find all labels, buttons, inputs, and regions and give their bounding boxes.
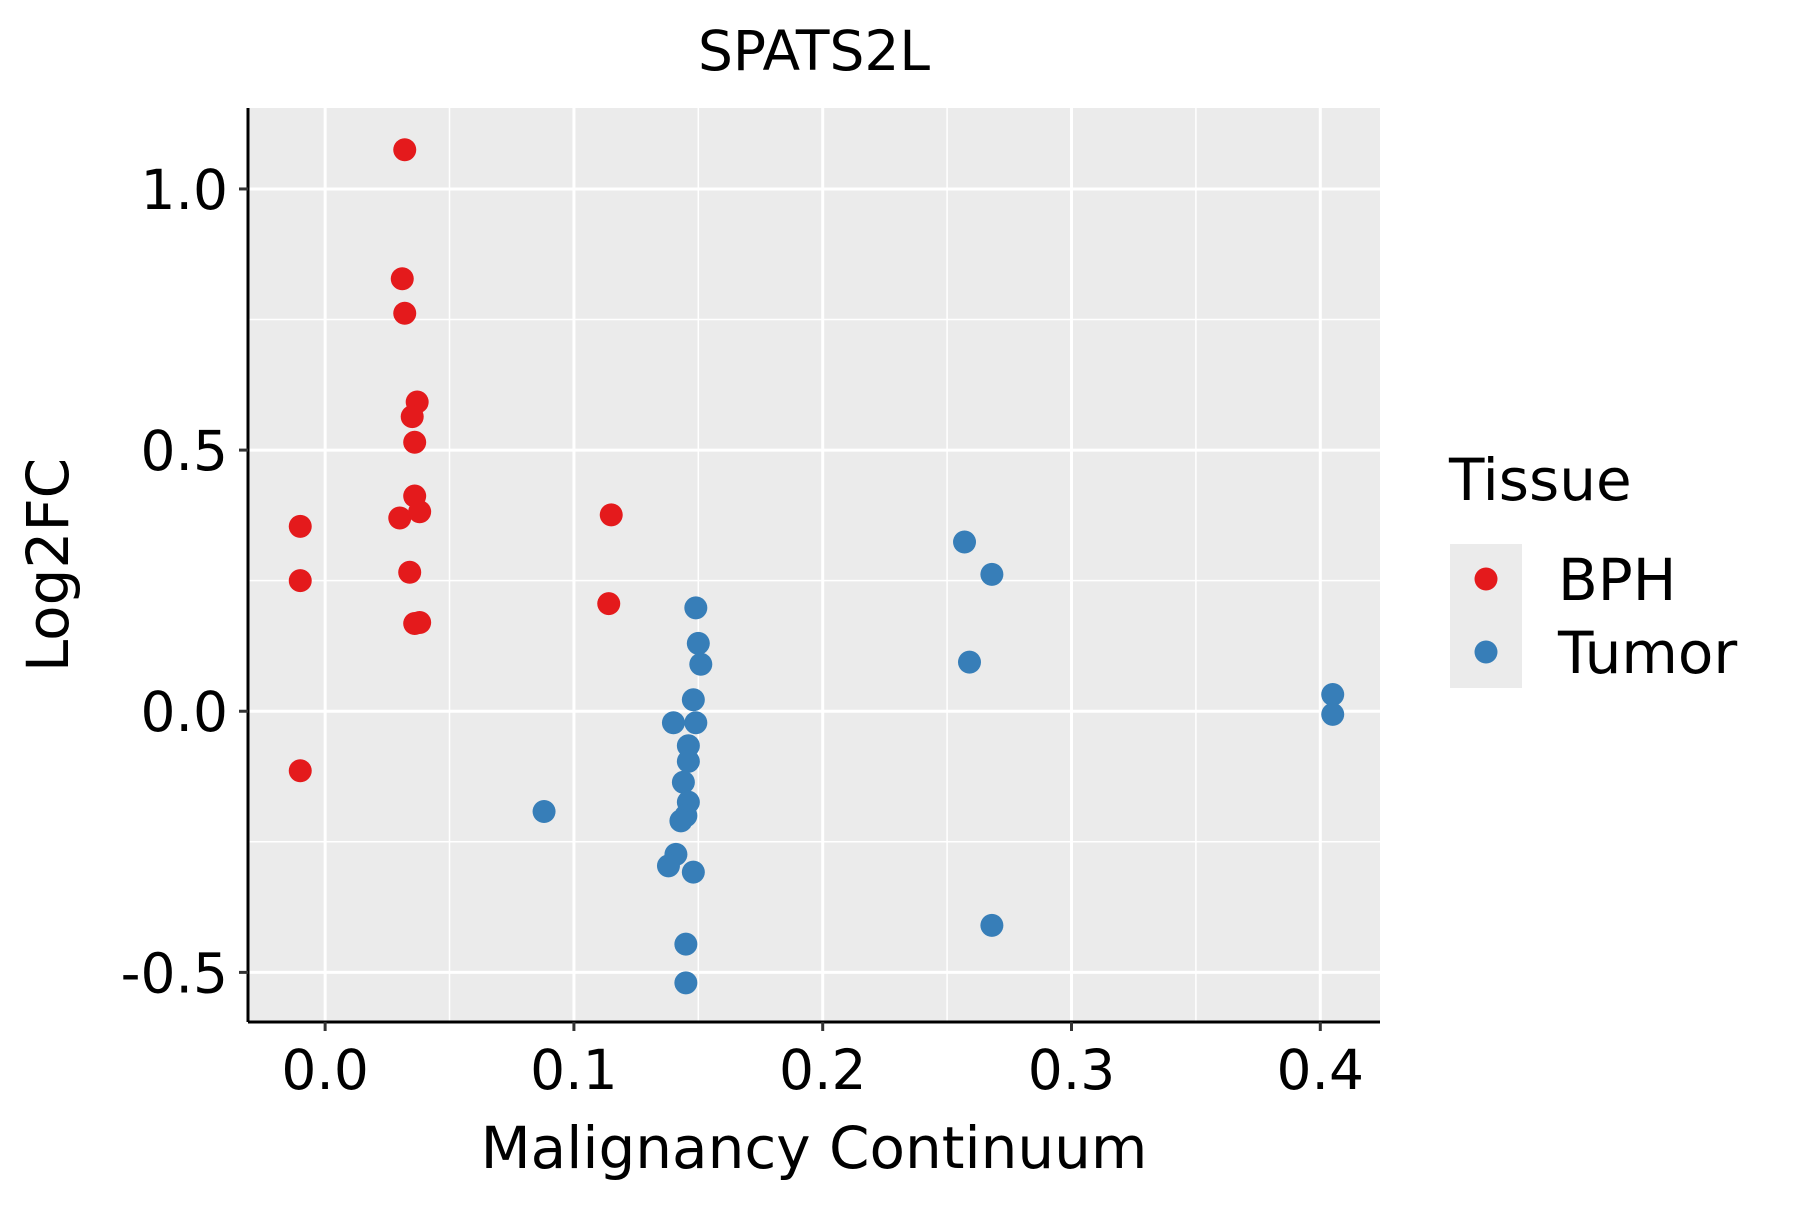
data-point-tumor [669,809,693,833]
data-point-tumor [671,770,695,794]
data-point-bph [408,500,432,524]
data-point-bph [393,138,417,162]
data-point-bph [288,514,312,538]
data-point-bph [599,503,623,527]
legend-key-tumor [1474,640,1498,664]
data-point-tumor [980,562,1004,586]
data-point-bph [403,430,427,454]
y-tick-label: 0.0 [141,680,228,744]
y-tick-label: 0.5 [141,419,228,483]
data-point-tumor [684,596,708,620]
data-point-tumor [686,631,710,655]
data-point-tumor [681,688,705,712]
data-point-tumor [661,711,685,735]
data-point-tumor [1321,683,1345,707]
data-point-tumor [674,932,698,956]
data-point-bph [398,560,422,584]
grid-major [248,108,1380,1022]
data-point-tumor [957,650,981,674]
data-point-bph [408,610,432,634]
legend-label-tumor: Tumor [1557,619,1737,687]
data-point-tumor [684,711,708,735]
x-axis-ticks: 0.0 0.1 0.2 0.3 0.4 [281,1022,1364,1102]
legend-key-bph [1474,567,1498,591]
data-point-bph [288,569,312,593]
data-point-tumor [980,913,1004,937]
data-points [288,138,1345,995]
x-tick-label: 0.4 [1277,1038,1364,1102]
data-point-tumor [1321,702,1345,726]
x-tick-label: 0.1 [530,1038,617,1102]
data-point-bph [288,759,312,783]
chart-title: SPATS2L [698,19,930,83]
data-point-tumor [656,854,680,878]
x-tick-label: 0.0 [281,1038,368,1102]
y-tick-label: -0.5 [121,941,228,1005]
data-point-tumor [676,749,700,773]
data-point-tumor [681,860,705,884]
data-point-bph [597,592,621,616]
data-point-bph [393,301,417,325]
legend-title: Tissue [1448,446,1632,514]
data-point-bph [400,405,424,429]
data-point-tumor [674,971,698,995]
grid-minor [248,108,1380,1022]
y-axis-ticks: -0.5 0.0 0.5 1.0 [121,158,248,1005]
data-point-tumor [532,800,556,824]
y-tick-label: 1.0 [141,158,228,222]
y-axis-title: Log2FC [14,458,82,672]
x-tick-label: 0.3 [1028,1038,1115,1102]
plot-panel [248,108,1380,1022]
data-point-bph [390,267,414,291]
legend-label-bph: BPH [1558,546,1676,614]
legend-key-background [1450,544,1522,688]
data-point-tumor [953,530,977,554]
x-axis-title: Malignancy Continuum [481,1114,1148,1182]
x-tick-label: 0.2 [779,1038,866,1102]
data-point-tumor [689,652,713,676]
data-point-bph [388,506,412,530]
